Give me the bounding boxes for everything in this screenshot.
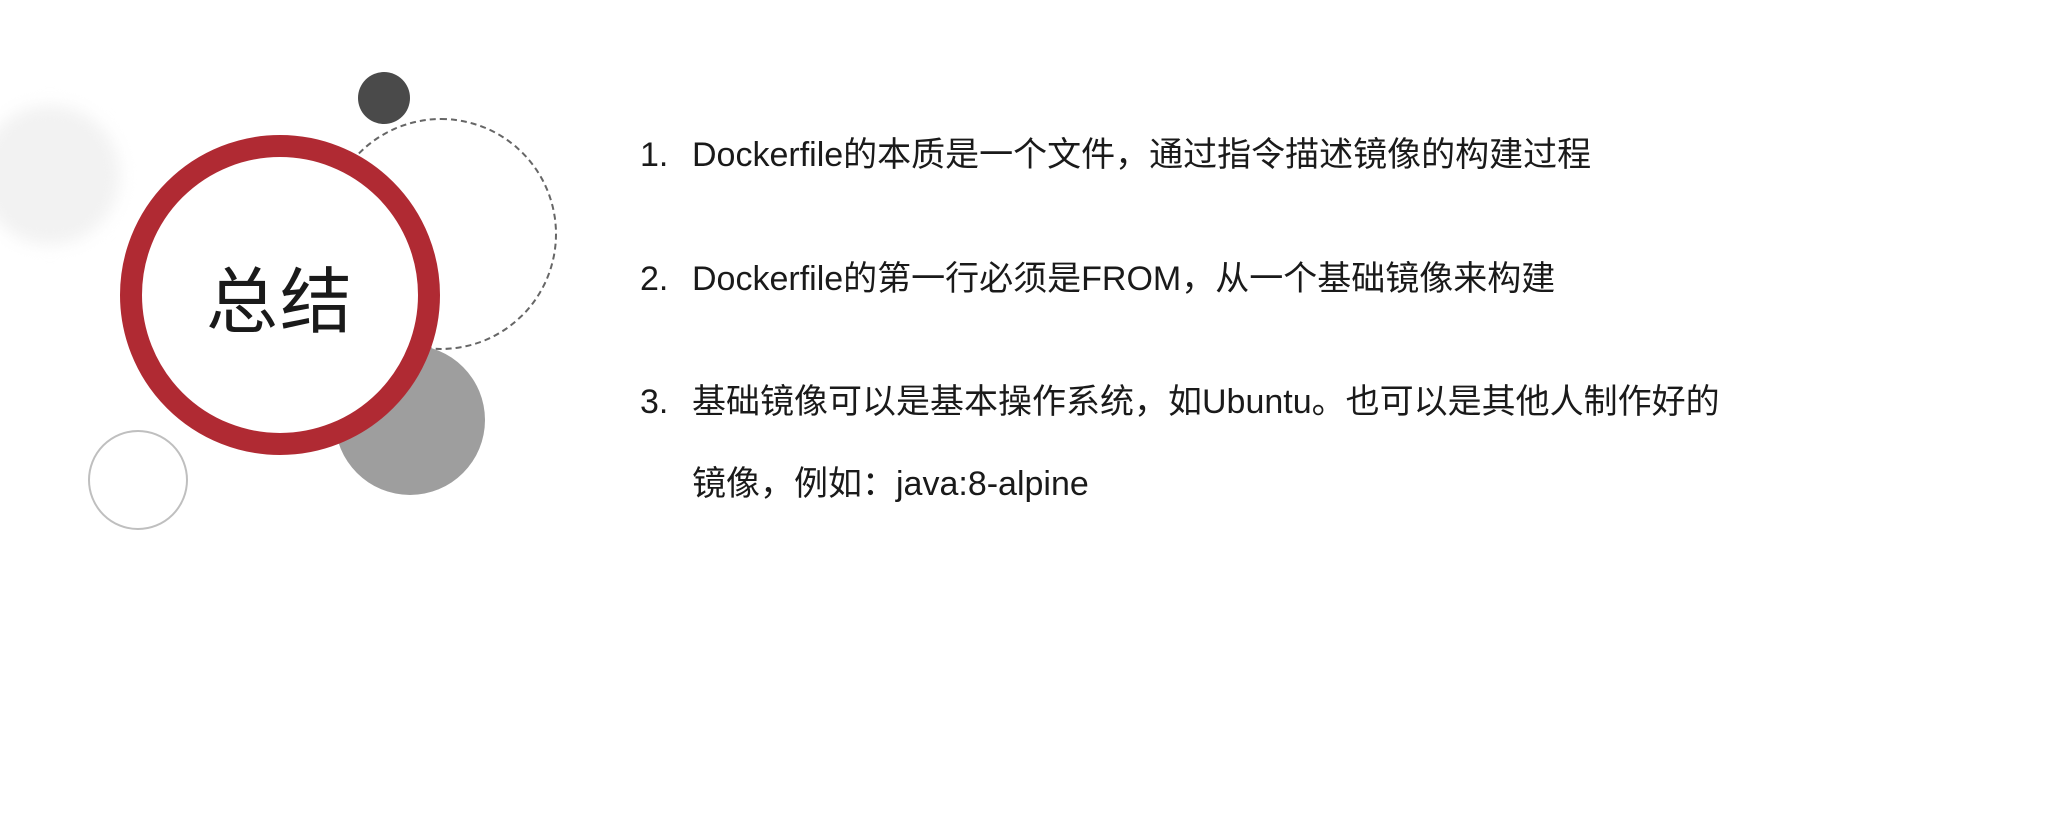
small-dark-circle (358, 72, 410, 124)
small-outline-circle (88, 430, 188, 530)
list-text: 基础镜像可以是基本操作系统，如Ubuntu。也可以是其他人制作好的镜像，例如：j… (692, 362, 1720, 525)
content-area: 1. Dockerfile的本质是一个文件，通过指令描述镜像的构建过程 2. D… (640, 115, 1720, 567)
list-text: Dockerfile的本质是一个文件，通过指令描述镜像的构建过程 (692, 115, 1720, 197)
list-text: Dockerfile的第一行必须是FROM，从一个基础镜像来构建 (692, 239, 1720, 321)
list-number: 2. (640, 239, 692, 321)
background-blur-circle (0, 105, 120, 245)
list-number: 3. (640, 362, 692, 525)
list-item: 3. 基础镜像可以是基本操作系统，如Ubuntu。也可以是其他人制作好的镜像，例… (640, 362, 1720, 525)
summary-list: 1. Dockerfile的本质是一个文件，通过指令描述镜像的构建过程 2. D… (640, 115, 1720, 525)
slide-title: 总结 (206, 243, 354, 348)
list-item: 2. Dockerfile的第一行必须是FROM，从一个基础镜像来构建 (640, 239, 1720, 321)
list-number: 1. (640, 115, 692, 197)
list-item: 1. Dockerfile的本质是一个文件，通过指令描述镜像的构建过程 (640, 115, 1720, 197)
decoration-area: 总结 (0, 0, 620, 833)
title-circle: 总结 (120, 135, 440, 455)
